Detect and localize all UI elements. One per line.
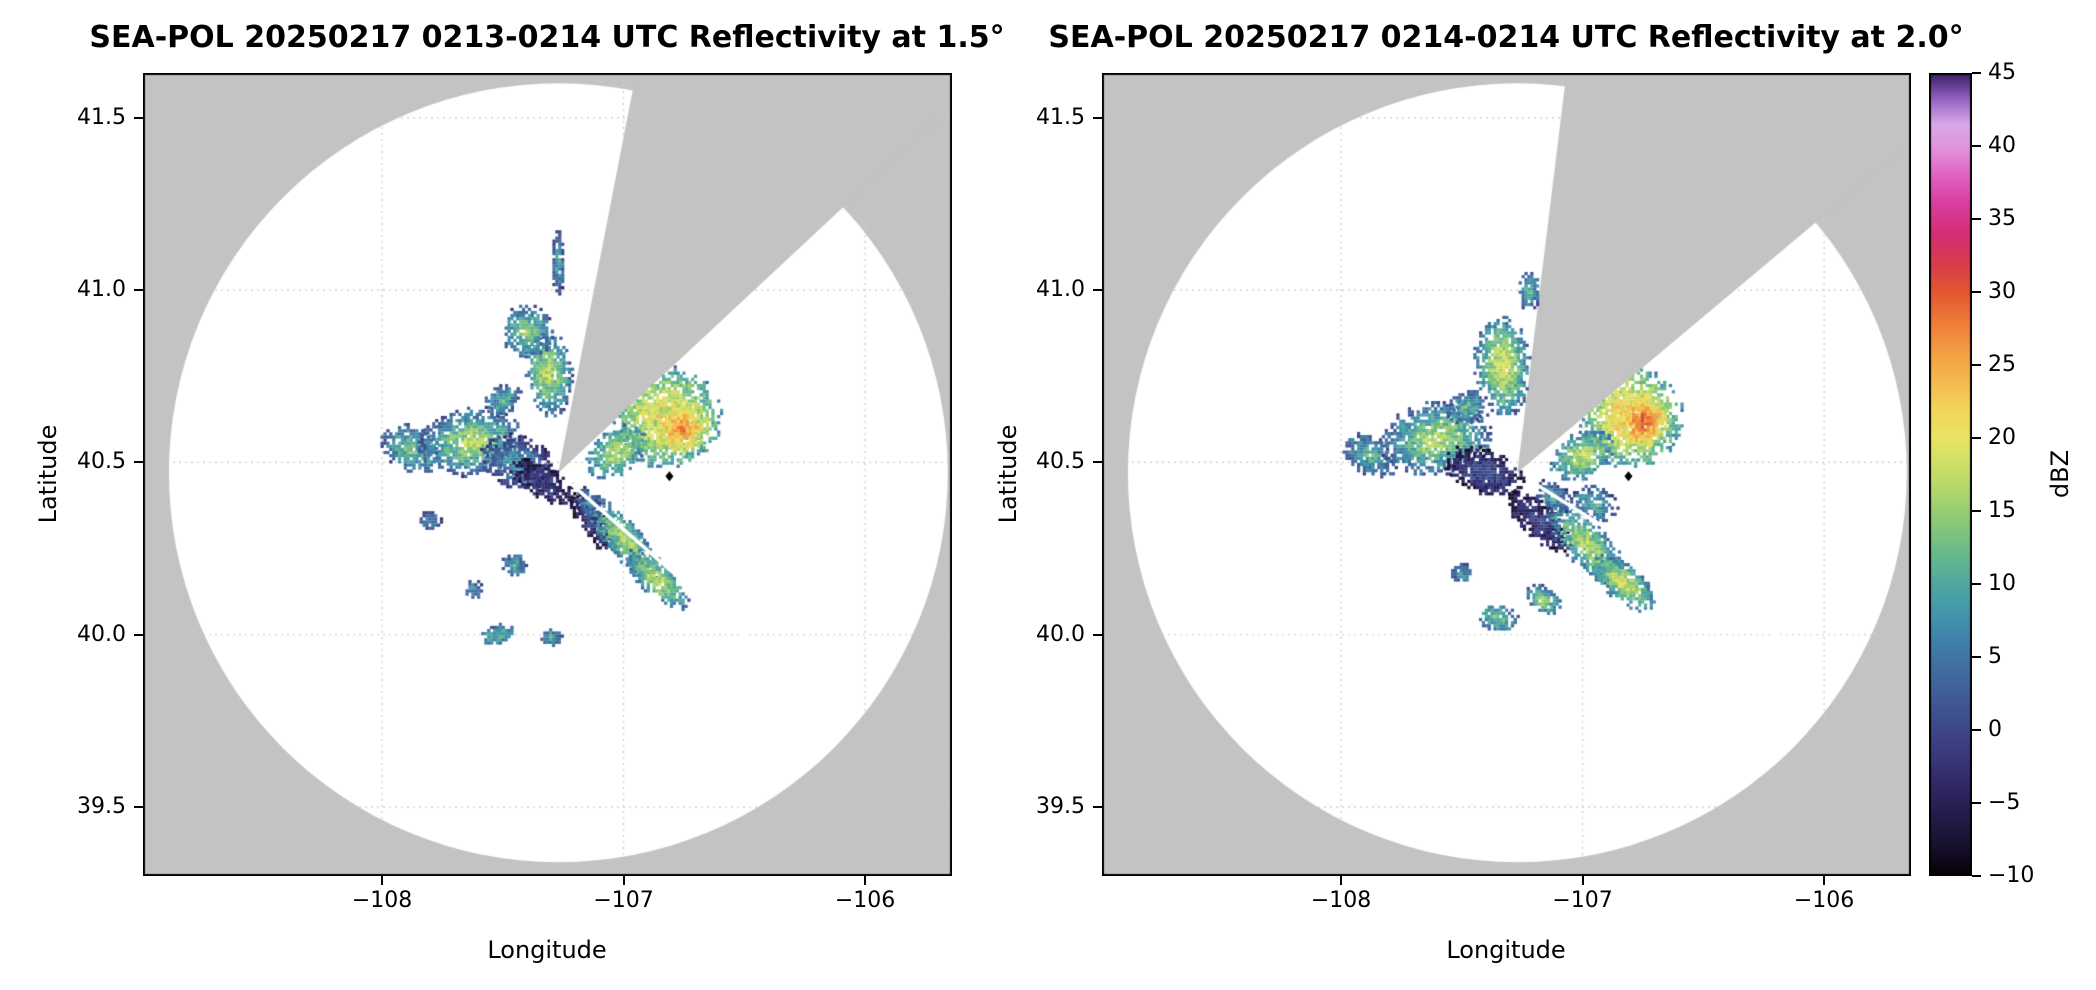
y-tick-label: 40.0: [1036, 621, 1085, 647]
colorbar-tick-label: 15: [1988, 498, 2016, 523]
colorbar-tick-label: 35: [1988, 206, 2016, 231]
x-axis-label-right: Longitude: [1446, 936, 1566, 964]
colorbar-tick-mark: [1972, 72, 1981, 74]
colorbar-tick-label: 5: [1988, 644, 2002, 669]
y-tick-mark: [134, 289, 143, 292]
colorbar-tick-label: 0: [1988, 717, 2002, 742]
x-axis-label-left: Longitude: [487, 936, 607, 964]
y-tick-label: 40.5: [1036, 449, 1085, 475]
colorbar-tick-mark: [1972, 218, 1981, 220]
x-tick-label: −108: [351, 888, 413, 913]
y-tick-mark: [134, 806, 143, 809]
colorbar-tick-mark: [1972, 364, 1981, 366]
colorbar: [1929, 73, 1972, 876]
y-tick-mark: [1093, 633, 1102, 636]
colorbar-tick-label: 40: [1988, 133, 2016, 158]
y-tick-mark: [134, 116, 143, 119]
y-tick-mark: [1093, 289, 1102, 292]
x-tick-mark: [1340, 876, 1343, 885]
colorbar-tick-mark: [1972, 583, 1981, 585]
colorbar-tick-mark: [1972, 729, 1981, 731]
colorbar-tick-mark: [1972, 291, 1981, 293]
y-tick-label: 41.5: [77, 104, 126, 130]
y-tick-label: 41.0: [77, 277, 126, 303]
x-tick-label: −106: [834, 888, 896, 913]
y-tick-label: 41.5: [1036, 104, 1085, 130]
y-tick-mark: [134, 461, 143, 464]
x-tick-mark: [381, 876, 384, 885]
colorbar-tick-mark: [1972, 656, 1981, 658]
colorbar-tick-label: 45: [1988, 60, 2016, 85]
x-tick-label: −106: [1793, 888, 1855, 913]
y-tick-label: 40.5: [77, 449, 126, 475]
colorbar-tick-label: −10: [1988, 863, 2035, 888]
colorbar-label: dBZ: [2046, 449, 2074, 499]
y-tick-label: 40.0: [77, 621, 126, 647]
colorbar-tick-label: 10: [1988, 571, 2016, 596]
colorbar-tick-mark: [1972, 802, 1981, 804]
radar-ppi-plot-left: [143, 73, 952, 876]
y-tick-label: 39.5: [1036, 794, 1085, 820]
y-tick-mark: [1093, 461, 1102, 464]
colorbar-tick-label: 30: [1988, 279, 2016, 304]
panel-title-left: SEA-POL 20250217 0213-0214 UTC Reflectiv…: [89, 20, 1005, 55]
y-tick-label: 41.0: [1036, 277, 1085, 303]
x-tick-label: −107: [593, 888, 654, 913]
x-tick-mark: [1823, 876, 1826, 885]
colorbar-tick-label: 20: [1988, 425, 2016, 450]
y-tick-mark: [1093, 806, 1102, 809]
x-tick-mark: [864, 876, 867, 885]
colorbar-tick-mark: [1972, 145, 1981, 147]
y-tick-mark: [134, 633, 143, 636]
y-tick-mark: [1093, 116, 1102, 119]
colorbar-tick-mark: [1972, 437, 1981, 439]
y-tick-label: 39.5: [77, 794, 126, 820]
colorbar-tick-mark: [1972, 510, 1981, 512]
colorbar-tick-label: 25: [1988, 352, 2016, 377]
x-tick-mark: [622, 876, 625, 885]
colorbar-tick-label: −5: [1988, 790, 2021, 815]
x-tick-label: −107: [1552, 888, 1613, 913]
radar-ppi-plot-right: [1102, 73, 1911, 876]
x-tick-mark: [1581, 876, 1584, 885]
panel-title-right: SEA-POL 20250217 0214-0214 UTC Reflectiv…: [1048, 20, 1964, 55]
x-tick-label: −108: [1310, 888, 1372, 913]
colorbar-tick-mark: [1972, 875, 1981, 877]
